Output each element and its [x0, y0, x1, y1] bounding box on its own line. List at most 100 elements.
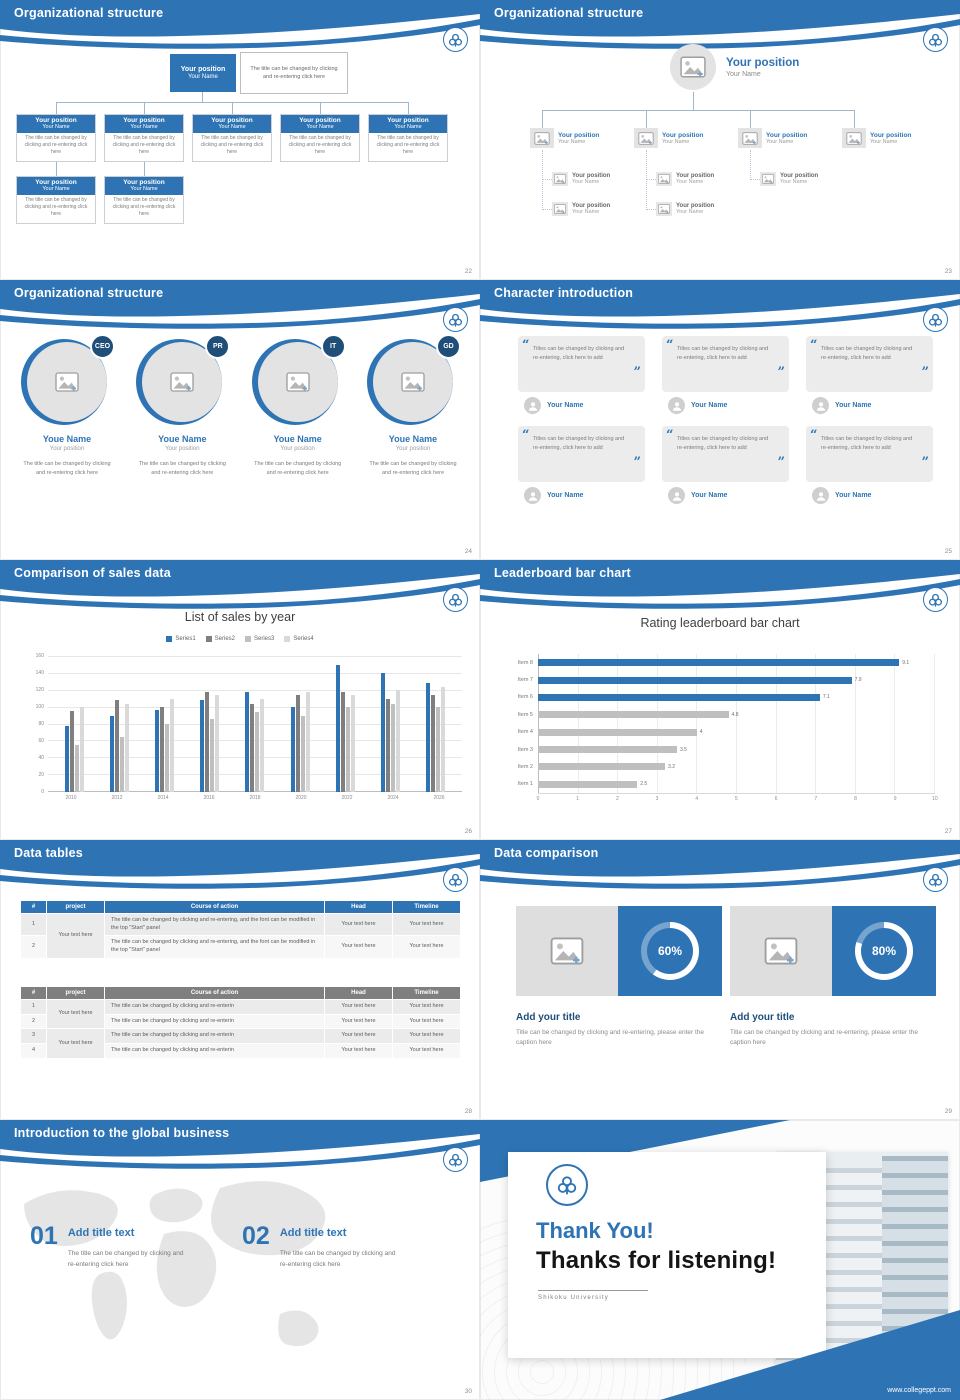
slide-org-structure-photo[interactable]: Organizational structure Your position Y…	[480, 0, 960, 280]
table-row: 3 Your text here The title can be change…	[20, 1028, 461, 1059]
card-meta: Your Name	[812, 487, 933, 504]
y-tick-label: 100	[35, 704, 44, 710]
table-row: 1 Your text here The title can be change…	[20, 912, 461, 959]
bar	[65, 725, 70, 792]
slide-global-business[interactable]: Introduction to the global business 01 A…	[0, 1120, 480, 1400]
slide-header: Comparison of sales data	[0, 560, 480, 616]
slide-thank-you[interactable]: Thank You! Thanks for listening! Shikoku…	[480, 1120, 960, 1400]
org-root-box: Your position Your Name	[170, 54, 236, 92]
dotted-connector	[750, 179, 760, 180]
node-position: Your position	[558, 131, 600, 139]
sales-gridlines	[48, 656, 462, 792]
connector-line	[646, 110, 647, 128]
org-level2-row: Your position Your Name Your position Yo…	[530, 128, 920, 148]
org-box-body: The title can be changed by clicking and…	[376, 135, 440, 155]
member-name: Youe Name	[273, 434, 322, 444]
close-quote-icon	[922, 366, 929, 379]
slide-character-introduction[interactable]: Character introduction Titles can be cha…	[480, 280, 960, 560]
slide-org-structure-circles[interactable]: Organizational structure CEO Youe Name Y…	[0, 280, 480, 560]
value-label: 4.8	[731, 711, 739, 718]
slide-header: Organizational structure	[0, 280, 480, 336]
slide-data-comparison[interactable]: Data comparison 60% Add your title Title…	[480, 840, 960, 1120]
gridline	[735, 654, 737, 793]
x-tick-label: 2024	[387, 795, 399, 801]
category-label: Item 8	[517, 659, 533, 666]
comparison-panel: 60% Add your title Title can be changed …	[516, 906, 722, 1048]
page-number: 23	[944, 268, 952, 275]
leader-row: Item 4 4	[518, 728, 935, 737]
comparison-panel: 80% Add your title Title can be changed …	[730, 906, 936, 1048]
open-quote-icon	[522, 429, 529, 442]
node-position: Your position	[676, 173, 715, 179]
bar-track: 3.2	[538, 763, 935, 771]
university-name: Shikoku University	[538, 1295, 609, 1301]
data-table-primary: # project Course of action Head Timeline…	[20, 900, 461, 959]
connector-line	[56, 162, 57, 176]
character-name: Your Name	[547, 402, 584, 409]
org-box: Your position Your Name The title can be…	[280, 114, 360, 162]
sales-chart: 160 140 120 100 80 60 40 20 0 2010 2012 2014 2016 20…	[36, 653, 462, 801]
member-role-badge: GD	[435, 334, 461, 359]
node-name: Your Name	[676, 179, 704, 185]
connector-line	[56, 102, 57, 114]
root-name: Your Name	[188, 74, 218, 80]
y-tick-label: 60	[38, 738, 44, 744]
slide-title: Organizational structure	[494, 6, 644, 20]
panel-media: 80%	[730, 906, 936, 996]
quote-box: Titles can be changed by clicking and re…	[518, 426, 645, 482]
y-tick-label: 40	[38, 755, 44, 761]
x-tick-label: 2010	[65, 795, 77, 801]
slide-title: Organizational structure	[14, 6, 164, 20]
photo-placeholder-icon	[552, 172, 568, 186]
leader-row: Item 1 2.5	[518, 780, 935, 789]
slide-leaderboard-chart[interactable]: Leaderboard bar chart Rating leaderboard…	[480, 560, 960, 840]
gridline	[48, 774, 462, 776]
x-tick-label: 2012	[111, 795, 123, 801]
close-quote-icon	[634, 366, 641, 379]
thank-you-card: Thank You! Thanks for listening! Shikoku…	[508, 1152, 826, 1358]
bar	[395, 690, 400, 792]
panel-caption: Title can be changed by clicking and re-…	[516, 1029, 705, 1047]
table-cell: 1	[20, 912, 47, 937]
website-link[interactable]: www.collegeppt.com	[887, 1387, 951, 1394]
close-quote-icon	[778, 456, 785, 469]
table-cell: Your text here	[392, 1043, 461, 1059]
slide-header: Data comparison	[480, 840, 960, 896]
slide-data-tables[interactable]: Data tables # project Course of action H…	[0, 840, 480, 1120]
donut-ring: 60%	[641, 922, 699, 980]
org-box-body: The title can be changed by clicking and…	[24, 197, 88, 217]
character-card: Titles can be changed by clicking and re…	[662, 336, 789, 414]
university-logo-icon	[443, 27, 468, 52]
slide-org-structure-boxes[interactable]: Organizational structure Your position Y…	[0, 0, 480, 280]
legend-label: Series4	[293, 636, 314, 642]
org-box-header: Your position Your Name	[17, 115, 95, 133]
connector-line	[232, 102, 233, 114]
team-member: PR Youe Name Your position The title can…	[129, 334, 235, 478]
category-label: Item 2	[517, 763, 533, 770]
member-position: Your position	[165, 446, 200, 452]
panel-heading: Add your title	[730, 1012, 795, 1023]
slide-title: Data tables	[14, 846, 83, 860]
org-subnode: Your position Your Name	[760, 172, 842, 186]
org-box-header: Your position Your Name	[17, 177, 95, 195]
quote-box: Titles can be changed by clicking and re…	[662, 336, 789, 392]
bar	[345, 707, 350, 792]
dotted-connector	[646, 209, 656, 210]
character-name: Your Name	[547, 492, 584, 499]
thanks-subheading: Thanks for listening!	[536, 1247, 777, 1274]
bar	[125, 703, 130, 792]
team-member: GD Youe Name Your position The title can…	[360, 334, 466, 478]
table-row: 1 Your text here The title can be change…	[20, 998, 461, 1030]
header-swoosh	[0, 840, 480, 889]
org-box-header: Your position Your Name	[281, 115, 359, 133]
bar	[255, 712, 260, 792]
member-photo-circle: GD	[366, 334, 461, 425]
panel-heading: Add your title	[516, 1012, 581, 1023]
bar-group	[245, 656, 265, 792]
legend-item: Series1	[166, 636, 196, 642]
team-grid: CEO Youe Name Your position The title ca…	[14, 334, 466, 478]
x-tick-label: 2020	[295, 795, 307, 801]
table-cell: 2	[20, 935, 47, 959]
chart-title: List of sales by year	[184, 610, 296, 624]
slide-sales-comparison[interactable]: Comparison of sales data List of sales b…	[0, 560, 480, 840]
